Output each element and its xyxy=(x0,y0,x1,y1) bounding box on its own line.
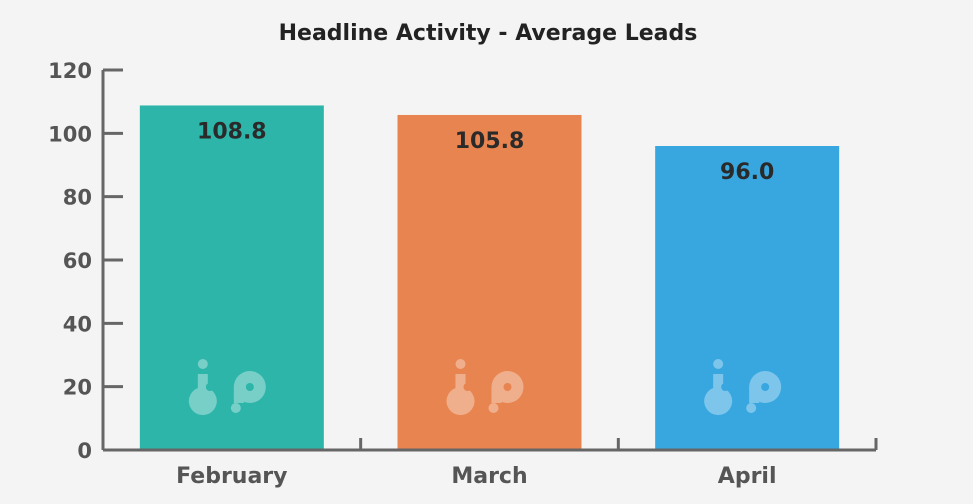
bar xyxy=(655,146,840,449)
y-tick-label: 100 xyxy=(48,122,92,146)
bar-group: 105.8 March xyxy=(397,114,582,489)
data-label: 108.8 xyxy=(197,119,267,144)
bp-logo-icon xyxy=(446,359,524,416)
bar-group: 96.0 April xyxy=(655,146,840,489)
bar xyxy=(139,105,324,449)
y-tick-label: 40 xyxy=(63,312,92,336)
bp-logo-icon xyxy=(188,359,266,416)
x-tick-label: April xyxy=(718,464,777,489)
axes: 0 20 40 60 80 100 120 xyxy=(48,59,878,463)
data-label: 96.0 xyxy=(720,160,774,185)
chart-title: Headline Activity - Average Leads xyxy=(279,21,698,46)
bar xyxy=(397,114,582,449)
bars: 108.8 February 105.8 March 96.0 April xyxy=(139,105,840,489)
bp-logo-icon xyxy=(704,359,782,416)
y-tick-label: 20 xyxy=(63,376,92,400)
y-tick-label: 80 xyxy=(63,186,92,210)
y-tick-label: 0 xyxy=(77,439,92,463)
bar-group: 108.8 February xyxy=(139,105,324,489)
y-tick-label: 60 xyxy=(63,249,92,273)
x-tick-label: March xyxy=(451,464,527,489)
x-tick-label: February xyxy=(176,464,287,489)
y-tick-label: 120 xyxy=(48,59,92,83)
data-label: 105.8 xyxy=(455,129,525,154)
